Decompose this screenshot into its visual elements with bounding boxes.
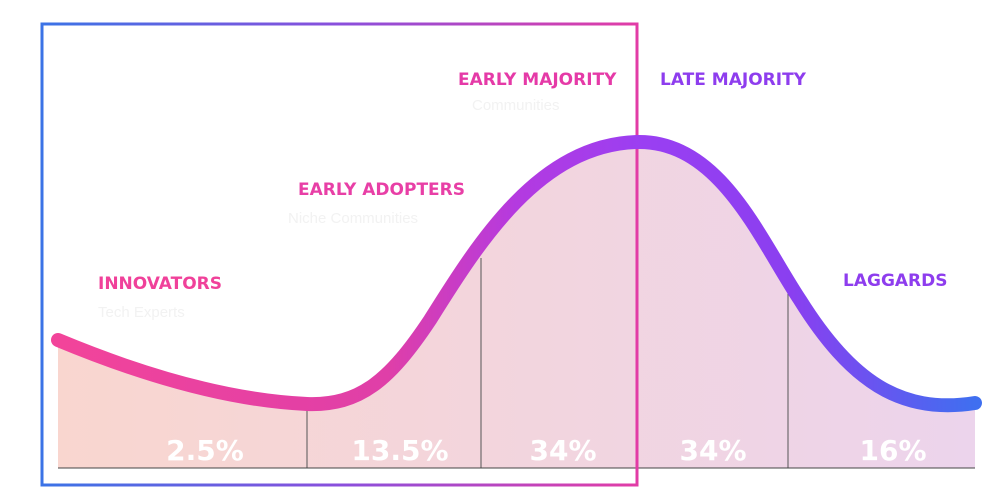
label-innovators: INNOVATORS — [98, 274, 222, 294]
subtitle-early-adopters: Niche Communities — [288, 210, 418, 227]
highlight-frame — [40, 22, 639, 487]
label-early-adopters: EARLY ADOPTERS — [298, 180, 465, 200]
segment-dividers — [306, 258, 789, 468]
value-early-majority: 34% — [529, 434, 596, 467]
value-laggards: 16% — [859, 434, 926, 467]
label-laggards: LAGGARDS — [843, 271, 948, 291]
subtitle-early-majority: Communities — [472, 97, 560, 114]
value-innovators: 2.5% — [166, 434, 244, 467]
value-early-adopters: 13.5% — [351, 434, 448, 467]
value-late-majority: 34% — [679, 434, 746, 467]
bell-curve-line — [51, 134, 982, 413]
label-late-majority: LATE MAJORITY — [660, 70, 807, 90]
label-early-majority: EARLY MAJORITY — [458, 70, 617, 90]
subtitle-innovators: Tech Experts — [98, 304, 185, 321]
curve-area-fill — [58, 141, 975, 468]
